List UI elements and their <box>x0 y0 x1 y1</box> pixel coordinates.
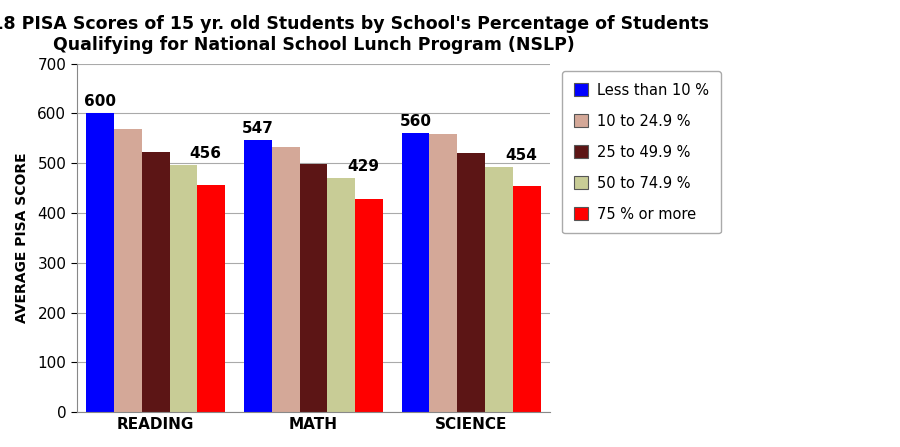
Y-axis label: AVERAGE PISA SCORE: AVERAGE PISA SCORE <box>15 152 29 323</box>
Text: 547: 547 <box>242 121 274 136</box>
Text: 600: 600 <box>84 94 116 110</box>
Bar <box>300 164 328 412</box>
Bar <box>401 133 429 412</box>
Title: Avg. 2018 PISA Scores of 15 yr. old Students by School's Percentage of Students
: Avg. 2018 PISA Scores of 15 yr. old Stud… <box>0 15 709 54</box>
Bar <box>356 198 382 412</box>
Bar <box>429 135 457 412</box>
Bar <box>328 178 356 412</box>
Text: 454: 454 <box>505 148 537 163</box>
Text: 429: 429 <box>347 159 380 174</box>
Bar <box>197 185 225 412</box>
Bar <box>114 129 141 412</box>
Bar <box>485 167 513 412</box>
Bar <box>272 147 300 412</box>
Text: 456: 456 <box>190 146 221 161</box>
Bar <box>457 153 485 412</box>
Bar <box>86 114 114 412</box>
Bar <box>169 165 197 412</box>
Bar <box>513 186 541 412</box>
Text: 560: 560 <box>400 114 432 129</box>
Bar <box>141 152 169 412</box>
Legend: Less than 10 %, 10 to 24.9 %, 25 to 49.9 %, 50 to 74.9 %, 75 % or more: Less than 10 %, 10 to 24.9 %, 25 to 49.9… <box>562 71 721 233</box>
Bar <box>244 140 272 412</box>
